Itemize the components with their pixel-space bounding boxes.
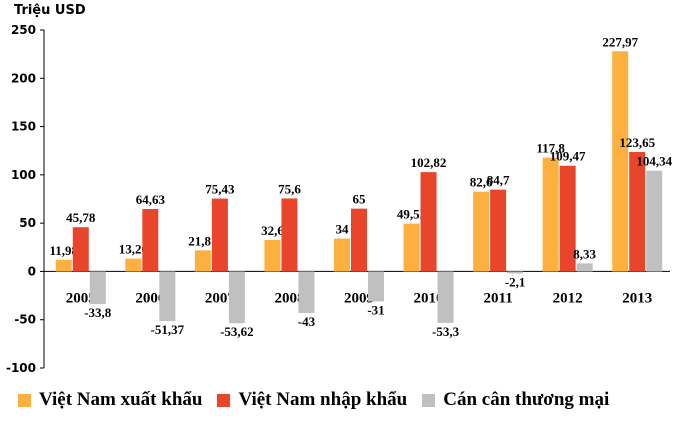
- bar-export: [55, 259, 72, 272]
- x-tick-label: 2008: [274, 290, 304, 306]
- data-label-export: 227,97: [602, 34, 638, 49]
- bar-import: [420, 172, 437, 272]
- data-label-balance: -33,8: [84, 305, 112, 320]
- legend-label-import: Việt Nam nhập khẩu: [238, 389, 408, 410]
- data-label-export: 32,6: [261, 223, 284, 238]
- bar-balance: [576, 263, 593, 272]
- data-label-balance: 104,34: [636, 154, 672, 169]
- bar-chart: 250 200 150 100 50 0 -50 -100 2005 11,98 45,78 -33,…: [6, 23, 673, 375]
- legend-swatch-export: [18, 393, 31, 407]
- bar-export: [542, 157, 559, 272]
- bar-balance: [368, 271, 384, 302]
- data-label-import: 45,78: [66, 210, 96, 225]
- bar-export: [473, 191, 490, 272]
- bar-import: [629, 152, 646, 272]
- x-tick-label: 2010: [414, 290, 444, 306]
- data-label-import: 65: [353, 192, 367, 207]
- data-label-export: 21,81: [188, 233, 217, 248]
- data-label-balance: -31: [367, 302, 384, 317]
- y-tick-label: 200: [11, 71, 36, 85]
- legend-label-balance: Cán cân thương mại: [443, 389, 610, 410]
- legend-swatch-balance: [422, 393, 436, 407]
- x-tick-label: 2007: [205, 290, 236, 306]
- data-label-import: 75,43: [205, 182, 235, 197]
- bar-import: [351, 208, 367, 272]
- bar-import: [211, 198, 228, 272]
- data-label-import: 123,65: [619, 135, 655, 150]
- legend-item-balance: Cán cân thương mại: [422, 389, 609, 411]
- bar-balance: [646, 170, 663, 272]
- data-label-export: 82,6: [470, 175, 493, 190]
- bar-import: [559, 165, 576, 272]
- data-label-balance: -43: [298, 314, 316, 329]
- y-axis-unit-label: Triệu USD: [14, 3, 86, 18]
- data-label-import: 102,82: [411, 155, 447, 170]
- bar-import: [142, 209, 159, 272]
- bar-export: [403, 223, 420, 272]
- data-label-import: 64,63: [136, 192, 166, 207]
- data-label-balance: -2,1: [505, 274, 526, 289]
- y-tick-label: 150: [11, 120, 36, 134]
- bar-import: [72, 227, 89, 272]
- y-tick-label: -100: [6, 361, 36, 375]
- bar-import: [490, 189, 507, 272]
- x-tick-label: 2012: [553, 290, 583, 306]
- legend-swatch-import: [217, 393, 231, 407]
- data-label-export: 11,98: [50, 243, 79, 258]
- data-label-import: 109,47: [550, 149, 586, 164]
- bar-balance: [228, 271, 245, 324]
- data-label-import: 84,7: [487, 173, 510, 188]
- legend-item-export: Việt Nam xuất khẩu: [18, 389, 202, 411]
- bar-balance: [298, 271, 315, 313]
- data-label-export: 34: [336, 222, 350, 237]
- x-tick-label: 2011: [484, 290, 513, 306]
- bar-export: [612, 51, 629, 272]
- data-label-balance: -53,3: [432, 324, 460, 339]
- x-tick-label: 2006: [135, 290, 166, 306]
- data-label-export: 49,52: [397, 207, 426, 222]
- legend-label-export: Việt Nam xuất khẩu: [39, 389, 203, 410]
- bar-export: [125, 258, 142, 272]
- x-tick-label: 2013: [622, 290, 652, 306]
- data-label-balance: -51,37: [151, 322, 185, 337]
- bar-export: [194, 250, 211, 272]
- bar-import: [281, 198, 298, 272]
- bar-balance: [159, 271, 176, 322]
- x-tick-label: 2009: [344, 290, 374, 306]
- y-tick-label: -50: [14, 313, 36, 327]
- data-label-export: 117,8: [536, 141, 565, 156]
- y-tick-label: 250: [11, 23, 36, 37]
- data-label-export: 13,26: [119, 242, 149, 257]
- y-tick-label: 50: [19, 216, 36, 230]
- data-label-balance: 8,33: [573, 246, 596, 261]
- y-tick-label: 100: [11, 168, 36, 182]
- data-label-import: 75,6: [278, 181, 301, 196]
- bar-balance: [89, 271, 106, 305]
- bar-export: [334, 238, 350, 272]
- legend: Việt Nam xuất khẩu Việt Nam nhập khẩu Cá…: [18, 389, 624, 411]
- data-label-balance: -53,62: [220, 324, 254, 339]
- legend-item-import: Việt Nam nhập khẩu: [217, 389, 407, 411]
- y-tick-label: 0: [28, 264, 36, 278]
- x-tick-label: 2005: [66, 290, 96, 306]
- bar-balance: [437, 271, 454, 323]
- bar-balance: [507, 271, 524, 274]
- bar-export: [264, 239, 281, 272]
